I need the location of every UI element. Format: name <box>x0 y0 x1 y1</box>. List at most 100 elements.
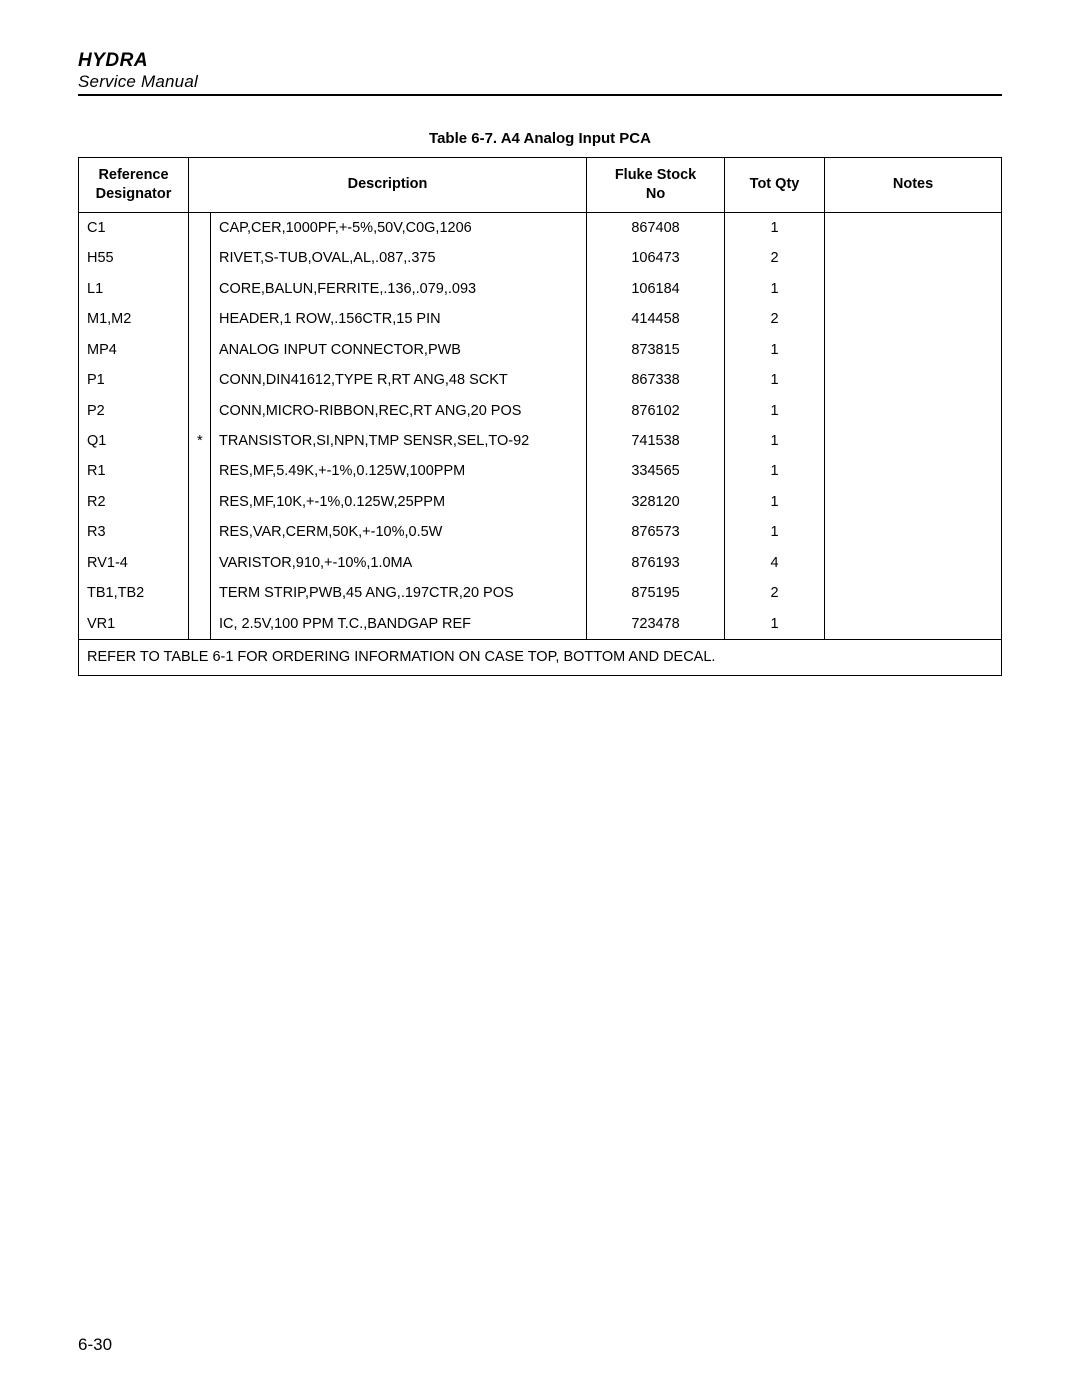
cell-stock: 414458 <box>587 304 725 334</box>
cell-notes <box>825 274 1002 304</box>
cell-qty: 1 <box>725 609 825 640</box>
cell-stock: 328120 <box>587 487 725 517</box>
cell-desc: TERM STRIP,PWB,45 ANG,.197CTR,20 POS <box>211 578 587 608</box>
table-row: C1 CAP,CER,1000PF,+-5%,50V,C0G,1206867408… <box>79 212 1002 243</box>
cell-stock: 873815 <box>587 335 725 365</box>
cell-notes <box>825 365 1002 395</box>
col-description: Description <box>189 158 587 213</box>
cell-qty: 1 <box>725 487 825 517</box>
cell-qty: 1 <box>725 212 825 243</box>
cell-desc: RES,MF,5.49K,+-1%,0.125W,100PPM <box>211 456 587 486</box>
cell-notes <box>825 548 1002 578</box>
table-footnote: REFER TO TABLE 6-1 FOR ORDERING INFORMAT… <box>79 640 1002 675</box>
cell-star <box>189 274 211 304</box>
page-header: HYDRA Service Manual <box>78 50 1002 96</box>
cell-desc: RES,MF,10K,+-1%,0.125W,25PPM <box>211 487 587 517</box>
cell-ref: R2 <box>79 487 189 517</box>
cell-desc: CONN,MICRO-RIBBON,REC,RT ANG,20 POS <box>211 396 587 426</box>
cell-stock: 876102 <box>587 396 725 426</box>
table-row: M1,M2HEADER,1 ROW,.156CTR,15 PIN4144582 <box>79 304 1002 334</box>
cell-desc: IC, 2.5V,100 PPM T.C.,BANDGAP REF <box>211 609 587 640</box>
cell-star <box>189 335 211 365</box>
cell-stock: 867408 <box>587 212 725 243</box>
cell-qty: 2 <box>725 243 825 273</box>
cell-ref: M1,M2 <box>79 304 189 334</box>
table-row: L1CORE,BALUN,FERRITE,.136,.079,.09310618… <box>79 274 1002 304</box>
cell-star <box>189 517 211 547</box>
cell-stock: 106184 <box>587 274 725 304</box>
table-row: Q1*TRANSISTOR,SI,NPN,TMP SENSR,SEL,TO-92… <box>79 426 1002 456</box>
cell-star <box>189 212 211 243</box>
cell-ref: MP4 <box>79 335 189 365</box>
cell-qty: 1 <box>725 335 825 365</box>
col-tot-qty: Tot Qty <box>725 158 825 213</box>
cell-ref: TB1,TB2 <box>79 578 189 608</box>
cell-qty: 4 <box>725 548 825 578</box>
table-row: MP4ANALOG INPUT CONNECTOR,PWB8738151 <box>79 335 1002 365</box>
cell-qty: 2 <box>725 578 825 608</box>
cell-notes <box>825 243 1002 273</box>
cell-stock: 334565 <box>587 456 725 486</box>
cell-stock: 106473 <box>587 243 725 273</box>
parts-table: ReferenceDesignator Description Fluke St… <box>78 157 1002 676</box>
cell-ref: L1 <box>79 274 189 304</box>
cell-notes <box>825 426 1002 456</box>
cell-ref: C1 <box>79 212 189 243</box>
cell-desc: VARISTOR,910,+-10%,1.0MA <box>211 548 587 578</box>
table-row: R2 RES,MF,10K,+-1%,0.125W,25PPM3281201 <box>79 487 1002 517</box>
cell-stock: 741538 <box>587 426 725 456</box>
cell-desc: RIVET,S-TUB,OVAL,AL,.087,.375 <box>211 243 587 273</box>
cell-ref: P1 <box>79 365 189 395</box>
table-header-row: ReferenceDesignator Description Fluke St… <box>79 158 1002 213</box>
cell-star <box>189 487 211 517</box>
cell-desc: TRANSISTOR,SI,NPN,TMP SENSR,SEL,TO-92 <box>211 426 587 456</box>
cell-notes <box>825 456 1002 486</box>
cell-star <box>189 609 211 640</box>
cell-qty: 1 <box>725 426 825 456</box>
cell-ref: R1 <box>79 456 189 486</box>
cell-star: * <box>189 426 211 456</box>
cell-star <box>189 396 211 426</box>
page-number: 6-30 <box>78 1335 112 1355</box>
cell-ref: RV1-4 <box>79 548 189 578</box>
cell-star <box>189 243 211 273</box>
cell-qty: 1 <box>725 517 825 547</box>
cell-stock: 876193 <box>587 548 725 578</box>
cell-star <box>189 548 211 578</box>
cell-ref: Q1 <box>79 426 189 456</box>
table-row: R3 RES,VAR,CERM,50K,+-10%,0.5W8765731 <box>79 517 1002 547</box>
cell-ref: H55 <box>79 243 189 273</box>
cell-ref: P2 <box>79 396 189 426</box>
table-row: RV1-4 VARISTOR,910,+-10%,1.0MA8761934 <box>79 548 1002 578</box>
cell-stock: 723478 <box>587 609 725 640</box>
table-row: TB1,TB2 TERM STRIP,PWB,45 ANG,.197CTR,20 … <box>79 578 1002 608</box>
col-notes: Notes <box>825 158 1002 213</box>
cell-desc: CAP,CER,1000PF,+-5%,50V,C0G,1206 <box>211 212 587 243</box>
cell-notes <box>825 212 1002 243</box>
cell-desc: RES,VAR,CERM,50K,+-10%,0.5W <box>211 517 587 547</box>
cell-notes <box>825 396 1002 426</box>
col-fluke-stock-no: Fluke StockNo <box>587 158 725 213</box>
cell-stock: 875195 <box>587 578 725 608</box>
cell-ref: VR1 <box>79 609 189 640</box>
cell-desc: HEADER,1 ROW,.156CTR,15 PIN <box>211 304 587 334</box>
table-row: VR1 IC, 2.5V,100 PPM T.C.,BANDGAP REF7234… <box>79 609 1002 640</box>
cell-notes <box>825 609 1002 640</box>
cell-notes <box>825 335 1002 365</box>
cell-notes <box>825 487 1002 517</box>
table-row: P1 CONN,DIN41612,TYPE R,RT ANG,48 SCKT867… <box>79 365 1002 395</box>
cell-qty: 1 <box>725 274 825 304</box>
cell-stock: 876573 <box>587 517 725 547</box>
table-row: R1RES,MF,5.49K,+-1%,0.125W,100PPM3345651 <box>79 456 1002 486</box>
table-row: H55 RIVET,S-TUB,OVAL,AL,.087,.3751064732 <box>79 243 1002 273</box>
cell-star <box>189 304 211 334</box>
table-row: P2 CONN,MICRO-RIBBON,REC,RT ANG,20 POS876… <box>79 396 1002 426</box>
cell-notes <box>825 517 1002 547</box>
col-reference-designator: ReferenceDesignator <box>79 158 189 213</box>
cell-notes <box>825 578 1002 608</box>
cell-qty: 1 <box>725 365 825 395</box>
cell-ref: R3 <box>79 517 189 547</box>
cell-desc: CONN,DIN41612,TYPE R,RT ANG,48 SCKT <box>211 365 587 395</box>
cell-stock: 867338 <box>587 365 725 395</box>
table-footnote-row: REFER TO TABLE 6-1 FOR ORDERING INFORMAT… <box>79 640 1002 675</box>
